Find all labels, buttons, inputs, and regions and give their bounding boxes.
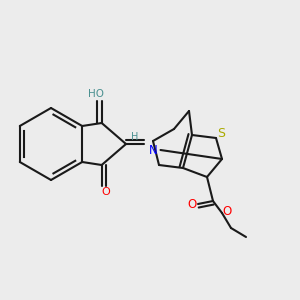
Text: O: O [222, 205, 231, 218]
Text: O: O [102, 187, 111, 197]
Text: S: S [218, 127, 225, 140]
Text: N: N [148, 143, 158, 157]
Text: O: O [188, 197, 196, 211]
Text: H: H [131, 131, 139, 142]
Text: HO: HO [88, 89, 104, 99]
